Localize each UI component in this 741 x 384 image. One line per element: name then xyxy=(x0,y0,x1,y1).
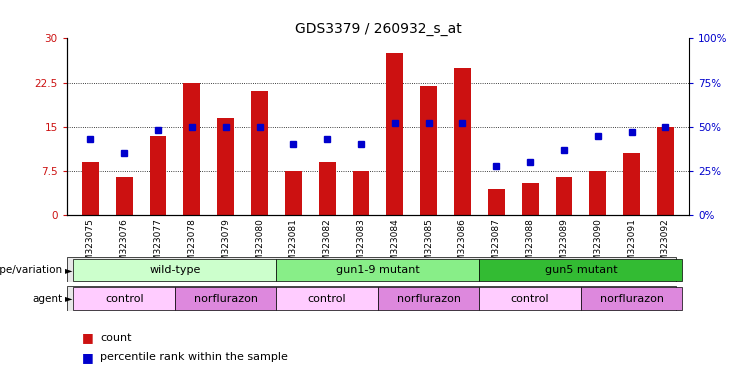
Bar xyxy=(276,287,378,310)
Bar xyxy=(319,162,336,215)
Bar xyxy=(150,136,167,215)
Bar xyxy=(175,287,276,310)
Text: norflurazon: norflurazon xyxy=(193,293,258,304)
Text: gun5 mutant: gun5 mutant xyxy=(545,265,617,275)
Bar xyxy=(454,68,471,215)
Bar xyxy=(386,53,403,215)
Bar xyxy=(73,287,175,310)
Bar xyxy=(73,258,276,281)
Bar xyxy=(479,258,682,281)
Bar xyxy=(589,171,606,215)
Bar xyxy=(657,127,674,215)
Text: count: count xyxy=(100,333,132,343)
Text: norflurazon: norflurazon xyxy=(396,293,461,304)
Bar xyxy=(116,177,133,215)
Text: agent: agent xyxy=(33,293,63,304)
Text: ►: ► xyxy=(65,293,73,304)
Bar xyxy=(251,91,268,215)
Bar xyxy=(420,86,437,215)
Text: control: control xyxy=(308,293,347,304)
Bar xyxy=(285,171,302,215)
Text: ►: ► xyxy=(65,265,73,275)
Bar xyxy=(184,83,200,215)
Bar xyxy=(581,287,682,310)
Bar xyxy=(276,258,479,281)
Bar xyxy=(623,153,640,215)
Bar xyxy=(522,183,539,215)
Bar xyxy=(378,287,479,310)
Bar xyxy=(82,162,99,215)
Bar xyxy=(353,171,370,215)
Text: ■: ■ xyxy=(82,351,93,364)
Bar xyxy=(556,177,573,215)
Text: genotype/variation: genotype/variation xyxy=(0,265,63,275)
Text: ■: ■ xyxy=(82,331,93,344)
Text: percentile rank within the sample: percentile rank within the sample xyxy=(100,352,288,362)
Text: control: control xyxy=(511,293,549,304)
Text: control: control xyxy=(105,293,144,304)
Bar xyxy=(488,189,505,215)
Bar xyxy=(479,287,581,310)
Bar xyxy=(217,118,234,215)
Text: norflurazon: norflurazon xyxy=(599,293,664,304)
Text: wild-type: wild-type xyxy=(149,265,201,275)
Title: GDS3379 / 260932_s_at: GDS3379 / 260932_s_at xyxy=(294,22,462,36)
Text: gun1-9 mutant: gun1-9 mutant xyxy=(336,265,420,275)
